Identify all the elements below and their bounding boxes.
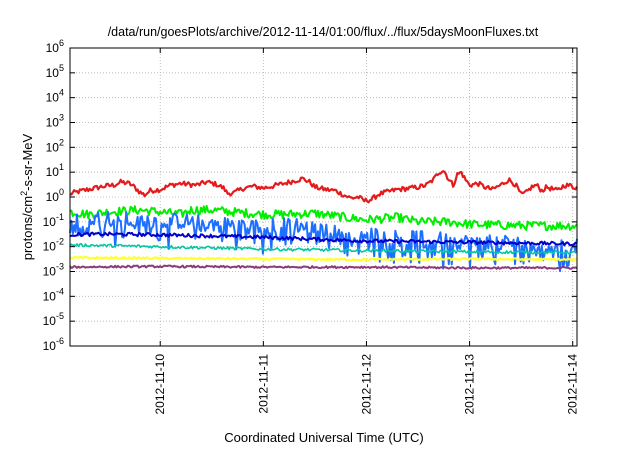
chart-title: /data/run/goesPlots/archive/2012-11-14/0… xyxy=(108,25,539,39)
x-axis-label: Coordinated Universal Time (UTC) xyxy=(224,430,423,445)
y-tick-label: 103 xyxy=(46,113,64,130)
x-tick-label: 2012-11-11 xyxy=(256,354,270,414)
x-tick-label: 2012-11-12 xyxy=(359,354,373,415)
x-tick-label: 2012-11-13 xyxy=(463,354,477,415)
series-line-5 xyxy=(69,242,578,255)
y-tick-label: 105 xyxy=(46,63,64,80)
series-line-4 xyxy=(69,231,578,247)
y-tick-label: 102 xyxy=(46,137,64,154)
axes: 10-6 10-5 10-4 10-3 10-2 10-1 100 101 102 103 104 1… xyxy=(43,38,580,415)
y-tick-label: 10-5 xyxy=(43,311,64,328)
plot-frame xyxy=(69,47,578,347)
y-axis-label-sup: 2 xyxy=(19,191,29,196)
y-tick-label: 104 xyxy=(46,88,64,105)
grid xyxy=(70,48,577,346)
y-axis-label-rest: -s-sr-MeV xyxy=(20,133,35,190)
y-tick-label: 10-4 xyxy=(43,286,64,303)
y-axis-label-base: protons/cm xyxy=(20,196,35,260)
y-axis-label: protons/cm2-s-sr-MeV xyxy=(19,133,35,260)
y-tick-label: 10-6 xyxy=(43,336,64,353)
y-tick-label: 106 xyxy=(46,38,64,55)
y-tick-label: 10-3 xyxy=(43,262,64,279)
series-line-7 xyxy=(69,264,578,270)
series-layer xyxy=(69,170,578,273)
series-line-6 xyxy=(69,255,577,262)
y-tick-label: 10-1 xyxy=(43,212,64,229)
y-tick-label: 101 xyxy=(46,162,64,179)
x-tick-label: 2012-11-10 xyxy=(153,354,167,415)
y-tick-label: 10-2 xyxy=(43,237,64,254)
x-tick-label: 2012-11-14 xyxy=(566,354,580,415)
series-line-1 xyxy=(69,170,578,204)
y-tick-label: 100 xyxy=(46,187,64,204)
series-line-2 xyxy=(69,204,578,232)
